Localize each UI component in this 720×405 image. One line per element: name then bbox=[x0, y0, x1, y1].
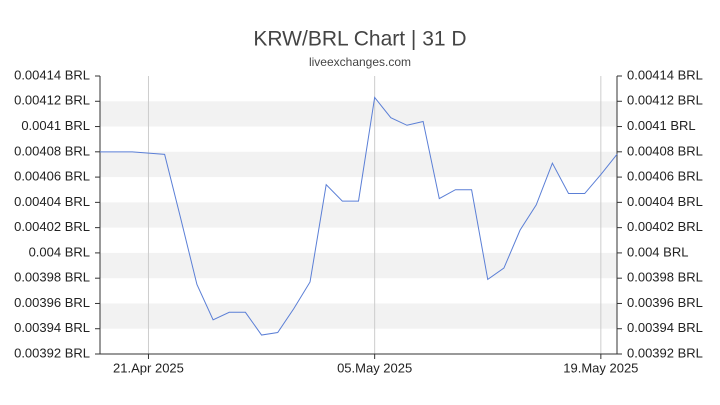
y2-tick-label: 0.00404 BRL bbox=[627, 194, 703, 209]
grid-band bbox=[100, 252, 617, 279]
y-tick-label: 0.00408 BRL bbox=[14, 143, 90, 158]
y-tick-label: 0.00402 BRL bbox=[14, 219, 90, 234]
y2-tick-label: 0.00412 BRL bbox=[627, 93, 703, 108]
y-tick-label: 0.00392 BRL bbox=[14, 345, 90, 360]
y2-tick-label: 0.00396 BRL bbox=[627, 295, 703, 310]
y-tick-label: 0.00398 BRL bbox=[14, 270, 90, 285]
y2-tick-label: 0.00414 BRL bbox=[627, 67, 703, 82]
grid-band bbox=[100, 151, 617, 178]
y2-tick-label: 0.004 BRL bbox=[627, 244, 688, 259]
chart-subtitle: liveexchanges.com bbox=[309, 55, 411, 69]
y2-tick-label: 0.00402 BRL bbox=[627, 219, 703, 234]
chart-title: KRW/BRL Chart | 31 D bbox=[253, 28, 466, 51]
y-tick-label: 0.00414 BRL bbox=[14, 67, 90, 82]
y-tick-label: 0.00394 BRL bbox=[14, 320, 90, 335]
grid-band bbox=[100, 101, 617, 127]
grid-band bbox=[100, 202, 617, 228]
y2-tick-label: 0.00406 BRL bbox=[627, 169, 703, 184]
x-tick-label: 19.May 2025 bbox=[563, 360, 638, 375]
y2-tick-label: 0.00398 BRL bbox=[627, 270, 703, 285]
y2-tick-label: 0.00408 BRL bbox=[627, 143, 703, 158]
y-tick-label: 0.0041 BRL bbox=[21, 118, 90, 133]
y2-tick-label: 0.0041 BRL bbox=[627, 118, 696, 133]
x-tick-label: 21.Apr 2025 bbox=[113, 360, 184, 375]
y-tick-label: 0.00412 BRL bbox=[14, 93, 90, 108]
y2-tick-label: 0.00392 BRL bbox=[627, 345, 703, 360]
y-tick-label: 0.00404 BRL bbox=[14, 194, 90, 209]
y-tick-label: 0.004 BRL bbox=[29, 244, 90, 259]
x-tick-label: 05.May 2025 bbox=[337, 360, 412, 375]
line-series bbox=[100, 96, 618, 336]
y2-tick-label: 0.00394 BRL bbox=[627, 320, 703, 335]
y-tick-label: 0.00406 BRL bbox=[14, 169, 90, 184]
grid-band bbox=[100, 303, 617, 329]
y-tick-label: 0.00396 BRL bbox=[14, 295, 90, 310]
